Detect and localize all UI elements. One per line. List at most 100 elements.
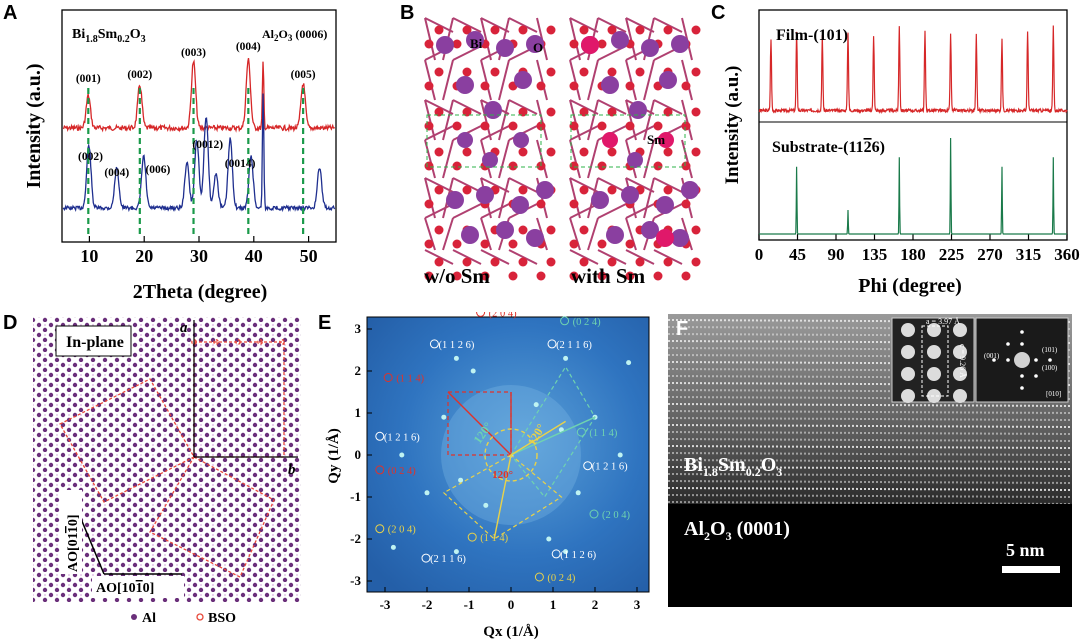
oxygen-atom bbox=[569, 121, 579, 131]
bismuth-atom bbox=[436, 36, 454, 54]
oxygen-atom bbox=[663, 107, 673, 117]
panel-e-rsm: -3 -3 -2 -2 -1 -1 0 0 1 1 2 2 3 3 (1 1 2 6) (2 1 1 6) (0… bbox=[326, 312, 650, 640]
bso-marker bbox=[279, 339, 285, 345]
oxygen-atom bbox=[635, 25, 645, 35]
panel-c-chart: 0 45 90 135 180 225 270 315 360 Film-(101) Subst… bbox=[722, 9, 1080, 297]
diffraction-spot bbox=[470, 368, 476, 374]
spot-marker bbox=[560, 316, 570, 326]
panel-a-label: A bbox=[3, 2, 18, 24]
atomic-row bbox=[668, 410, 1072, 414]
spot-marker bbox=[421, 553, 431, 563]
inset-atom bbox=[901, 345, 915, 359]
bond bbox=[569, 177, 599, 193]
spot-label: (0 2 4) bbox=[388, 466, 416, 477]
panel-d-label: D bbox=[3, 312, 18, 334]
spot-marker bbox=[375, 465, 385, 475]
oxygen-atom bbox=[434, 185, 444, 195]
oxygen-atom bbox=[434, 225, 444, 235]
oxygen-atom bbox=[462, 185, 472, 195]
samarium-atom bbox=[581, 36, 599, 54]
bond bbox=[625, 125, 655, 141]
spot-label: (1 1 2 6) bbox=[560, 550, 596, 561]
oxygen-atom bbox=[579, 225, 589, 235]
fft-spot bbox=[1006, 358, 1010, 362]
diffraction-spot bbox=[458, 477, 464, 483]
inset-atom bbox=[953, 367, 967, 381]
bond bbox=[480, 59, 492, 101]
fft-label: (100) bbox=[1042, 364, 1058, 372]
oxygen-atom bbox=[536, 271, 546, 281]
x-tick-label: 30 bbox=[190, 246, 208, 266]
x-tick-label: 40 bbox=[245, 246, 263, 266]
bond bbox=[569, 249, 599, 265]
inset-cell bbox=[921, 325, 949, 397]
spot-marker bbox=[476, 312, 486, 317]
inset-atom bbox=[927, 345, 941, 359]
bond bbox=[569, 17, 599, 33]
bond bbox=[681, 59, 693, 101]
diffraction-spot bbox=[563, 549, 569, 555]
samarium-atom bbox=[602, 132, 618, 148]
bond bbox=[536, 99, 548, 141]
bond bbox=[597, 177, 627, 193]
bismuth-atom bbox=[606, 226, 624, 244]
bismuth-atom bbox=[513, 132, 529, 148]
substrate-peak-label: (006) bbox=[145, 164, 170, 176]
spot-label: (1 1 4) bbox=[589, 428, 617, 439]
spot-marker bbox=[551, 549, 561, 559]
oxygen-atom bbox=[607, 185, 617, 195]
scale-bar bbox=[1002, 566, 1060, 573]
bond bbox=[597, 203, 627, 219]
oxygen-atom bbox=[452, 39, 462, 49]
oxygen-atom bbox=[462, 257, 472, 267]
bond bbox=[625, 249, 655, 265]
film-peak-label: (002) bbox=[127, 69, 152, 81]
bond bbox=[480, 17, 492, 61]
x-tick-label: -2 bbox=[422, 597, 433, 612]
bismuth-atom bbox=[511, 196, 529, 214]
fft-label: (101) bbox=[1042, 346, 1058, 354]
oxygen-atom bbox=[518, 147, 528, 157]
oxygen-atom bbox=[569, 271, 579, 281]
series-line-reference bbox=[62, 93, 336, 213]
atom-label-sm: Sm bbox=[647, 132, 665, 147]
oxygen-atom bbox=[490, 67, 500, 77]
oxygen-atom bbox=[424, 161, 434, 171]
diffraction-spot bbox=[533, 402, 539, 408]
bond bbox=[452, 99, 482, 115]
oxygen-atom bbox=[452, 271, 462, 281]
panel-f-label: F bbox=[676, 318, 689, 340]
oxygen-atom bbox=[625, 271, 635, 281]
y-tick-label: -2 bbox=[350, 531, 361, 546]
fft-spot bbox=[992, 358, 996, 362]
film-peak-label: (003) bbox=[181, 47, 206, 59]
panel-c-label: C bbox=[711, 2, 726, 24]
bismuth-atom bbox=[659, 71, 677, 89]
interface-box-right bbox=[570, 114, 686, 168]
spot-label: (2 0 4) bbox=[602, 510, 630, 521]
spot-label: (1 1 4) bbox=[396, 374, 424, 385]
bismuth-atom bbox=[681, 181, 699, 199]
oxygen-atom bbox=[653, 121, 663, 131]
bond bbox=[424, 17, 454, 33]
oxygen-atom bbox=[681, 271, 691, 281]
oxygen-atom bbox=[691, 147, 701, 157]
diffraction-spot bbox=[399, 452, 405, 458]
bond bbox=[643, 99, 655, 141]
dir-label-2: AO[1010] bbox=[96, 581, 154, 596]
bond bbox=[442, 59, 454, 101]
bismuth-atom bbox=[476, 186, 494, 204]
oxygen-atom bbox=[597, 161, 607, 171]
bond bbox=[498, 139, 510, 179]
spot-marker bbox=[589, 509, 599, 519]
substrate-peak-label: (002) bbox=[78, 151, 103, 163]
bond bbox=[681, 99, 693, 141]
oxygen-atom bbox=[579, 257, 589, 267]
in-plane-title: In-plane bbox=[66, 334, 124, 351]
x-tick-label: 50 bbox=[300, 246, 318, 266]
atomic-row bbox=[668, 487, 1072, 491]
atomic-row bbox=[668, 452, 1072, 456]
bond bbox=[442, 139, 454, 179]
oxygen-atom bbox=[518, 257, 528, 267]
bond bbox=[480, 99, 492, 141]
